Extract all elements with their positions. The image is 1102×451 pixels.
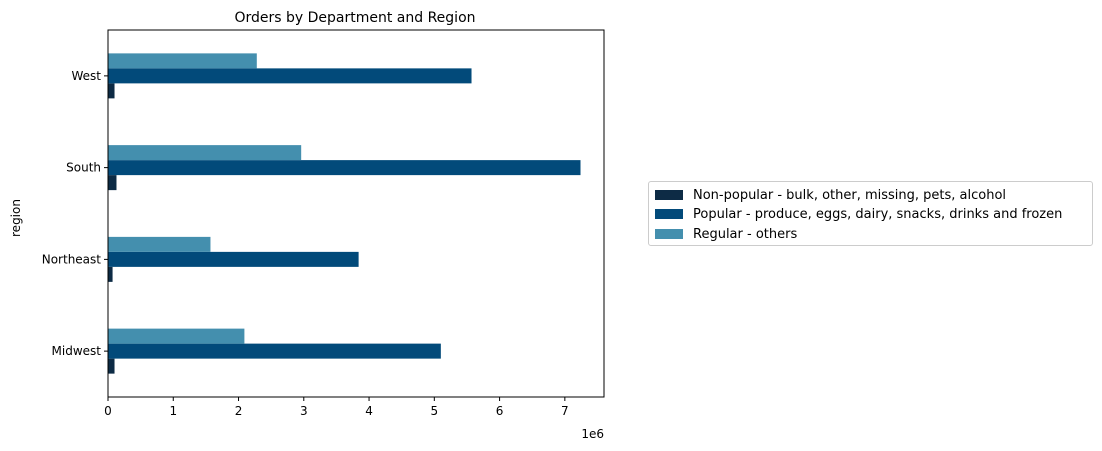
x-tick-label-5: 5 xyxy=(430,404,438,418)
x-tick-label-4: 4 xyxy=(365,404,373,418)
bar-midwest-series-1 xyxy=(108,343,441,359)
y-tick-label-midwest: Midwest xyxy=(52,344,102,358)
bar-south-series-2 xyxy=(108,145,302,161)
legend-swatch-popular xyxy=(655,209,683,219)
chart-title: Orders by Department and Region xyxy=(234,10,475,26)
bar-northeast-series-1 xyxy=(108,251,359,267)
x-tick-label-3: 3 xyxy=(300,404,308,418)
bar-west-series-2 xyxy=(108,53,257,69)
legend-label-non-popular: Non-popular - bulk, other, missing, pets… xyxy=(693,187,1007,203)
y-axis: Midwest Northeast South West xyxy=(42,69,108,358)
x-tick-label-6: 6 xyxy=(496,404,504,418)
bar-south-series-1 xyxy=(108,160,581,176)
bars-group xyxy=(108,53,581,374)
y-axis-label: region xyxy=(9,199,23,237)
y-tick-label-south: South xyxy=(66,161,101,175)
x-tick-label-0: 0 xyxy=(104,404,112,418)
y-tick-label-west: West xyxy=(71,69,101,83)
bar-south-series-0 xyxy=(108,175,117,191)
legend-swatch-non-popular xyxy=(655,190,683,200)
x-tick-label-2: 2 xyxy=(235,404,243,418)
bar-northeast-series-0 xyxy=(108,266,113,282)
bar-northeast-series-2 xyxy=(108,236,211,252)
legend-item-popular: Popular - produce, eggs, dairy, snacks, … xyxy=(655,205,1062,223)
bar-west-series-1 xyxy=(108,68,472,84)
legend-swatch-regular xyxy=(655,229,683,239)
legend-label-regular: Regular - others xyxy=(693,226,798,242)
legend-label-popular: Popular - produce, eggs, dairy, snacks, … xyxy=(693,206,1063,222)
y-tick-label-northeast: Northeast xyxy=(42,252,102,266)
x-axis: 0 1 2 3 4 5 6 7 xyxy=(104,397,569,418)
x-offset-label: 1e6 xyxy=(581,427,604,441)
x-tick-label-7: 7 xyxy=(561,404,569,418)
bar-west-series-0 xyxy=(108,83,115,99)
plot-frame xyxy=(107,29,605,398)
legend: Non-popular - bulk, other, missing, pets… xyxy=(648,181,1093,246)
legend-item-regular: Regular - others xyxy=(655,225,797,243)
legend-item-non-popular: Non-popular - bulk, other, missing, pets… xyxy=(655,186,1006,204)
bar-midwest-series-0 xyxy=(108,358,115,374)
x-tick-label-1: 1 xyxy=(169,404,177,418)
bar-midwest-series-2 xyxy=(108,328,245,344)
